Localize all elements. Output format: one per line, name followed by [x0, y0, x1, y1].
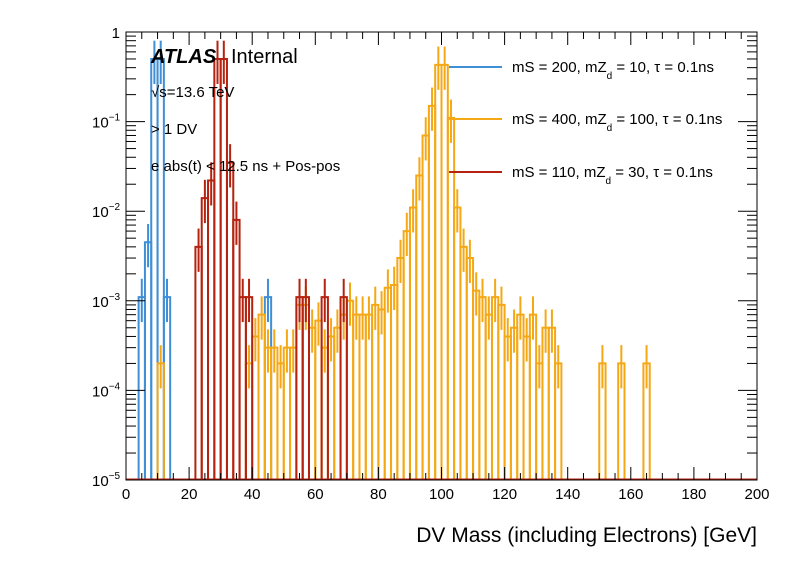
- y-tick-label: 10−4: [92, 381, 121, 400]
- y-tick-label: 10−5: [92, 471, 121, 490]
- x-axis-label: DV Mass (including Electrons) [GeV]: [416, 524, 757, 547]
- legend-label: mS = 400, mZd = 100, τ = 0.1ns: [512, 111, 722, 134]
- x-tick-label: 180: [681, 486, 706, 503]
- x-tick-label: 160: [618, 486, 643, 503]
- y-tick-labels: 1 10−1 10−2 10−3 10−4 10−5: [92, 25, 121, 490]
- legend: mS = 200, mZd = 10, τ = 0.1ns mS = 400, m…: [449, 59, 722, 187]
- y-tick-label: 1: [112, 25, 120, 42]
- y-tick-label: 10−3: [92, 292, 121, 311]
- selection-dv-label: > 1 DV: [151, 121, 197, 138]
- y-tick-label: 10−1: [92, 113, 121, 132]
- legend-entry: mS = 200, mZd = 10, τ = 0.1ns: [449, 59, 714, 82]
- axis-ticks: [125, 32, 758, 481]
- legend-entry: mS = 110, mZd = 30, τ = 0.1ns: [449, 164, 713, 187]
- atlas-label: ATLAS: [150, 46, 217, 68]
- x-tick-label: 80: [370, 486, 387, 503]
- svg-text:10−4: 10−4: [92, 381, 121, 400]
- svg-text:10−2: 10−2: [92, 202, 121, 221]
- histogram-bin: [244, 296, 254, 480]
- x-tick-label: 40: [244, 486, 261, 503]
- histogram-layer: [126, 40, 757, 480]
- x-tick-label: 100: [429, 486, 454, 503]
- legend-label: mS = 110, mZd = 30, τ = 0.1ns: [512, 164, 713, 187]
- x-tick-label: 20: [181, 486, 198, 503]
- x-tick-label: 60: [307, 486, 324, 503]
- legend-entry: mS = 400, mZd = 100, τ = 0.1ns: [449, 111, 722, 134]
- svg-text:10−5: 10−5: [92, 471, 121, 490]
- x-tick-labels: 0 20 40 60 80 100 120 140 160 180 200: [122, 486, 770, 503]
- selection-time-label: e abs(t) < 12.5 ns + Pos-pos: [151, 158, 340, 175]
- legend-label: mS = 200, mZd = 10, τ = 0.1ns: [512, 59, 714, 82]
- x-tick-label: 140: [555, 486, 580, 503]
- x-tick-label: 200: [744, 486, 769, 503]
- x-tick-label: 0: [122, 486, 130, 503]
- x-tick-label: 120: [492, 486, 517, 503]
- histogram-bin: [320, 296, 329, 480]
- svg-text:1: 1: [112, 25, 120, 42]
- internal-label: Internal: [231, 46, 298, 68]
- svg-text:10−1: 10−1: [92, 113, 121, 132]
- svg-text:10−3: 10−3: [92, 292, 121, 311]
- y-tick-label: 10−2: [92, 202, 121, 221]
- energy-label: √s=13.6 TeV: [151, 84, 234, 101]
